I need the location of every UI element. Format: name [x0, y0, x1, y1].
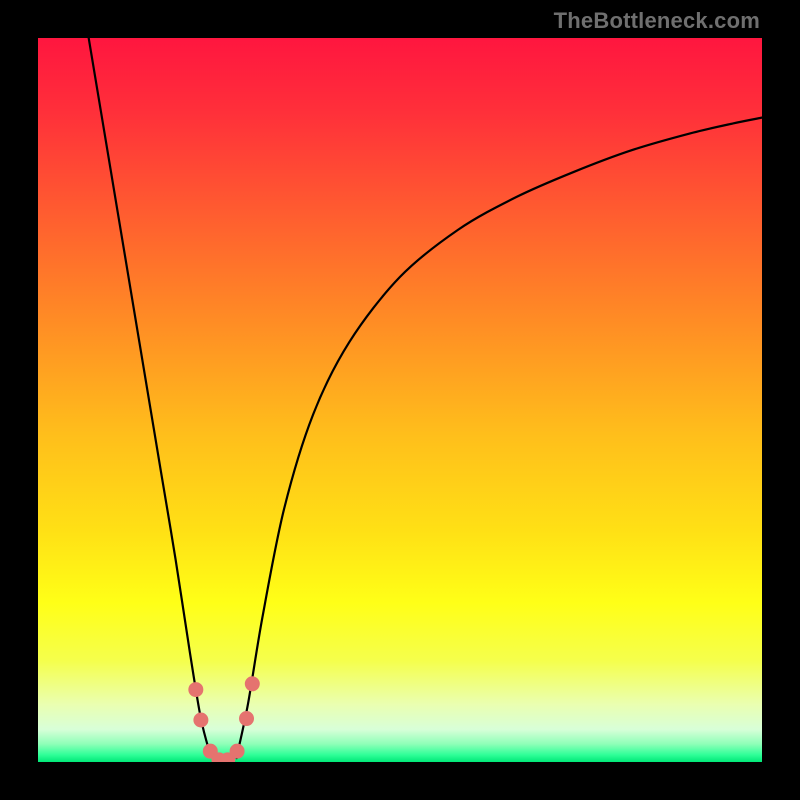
bottleneck-curve [89, 38, 762, 762]
trough-marker [189, 683, 203, 697]
trough-marker-group [189, 677, 259, 762]
trough-marker [245, 677, 259, 691]
trough-marker [230, 744, 244, 758]
plot-area [38, 38, 762, 762]
watermark-text: TheBottleneck.com [554, 8, 760, 34]
chart-frame: TheBottleneck.com [0, 0, 800, 800]
trough-marker [240, 712, 254, 726]
curve-layer [38, 38, 762, 762]
trough-marker [194, 713, 208, 727]
